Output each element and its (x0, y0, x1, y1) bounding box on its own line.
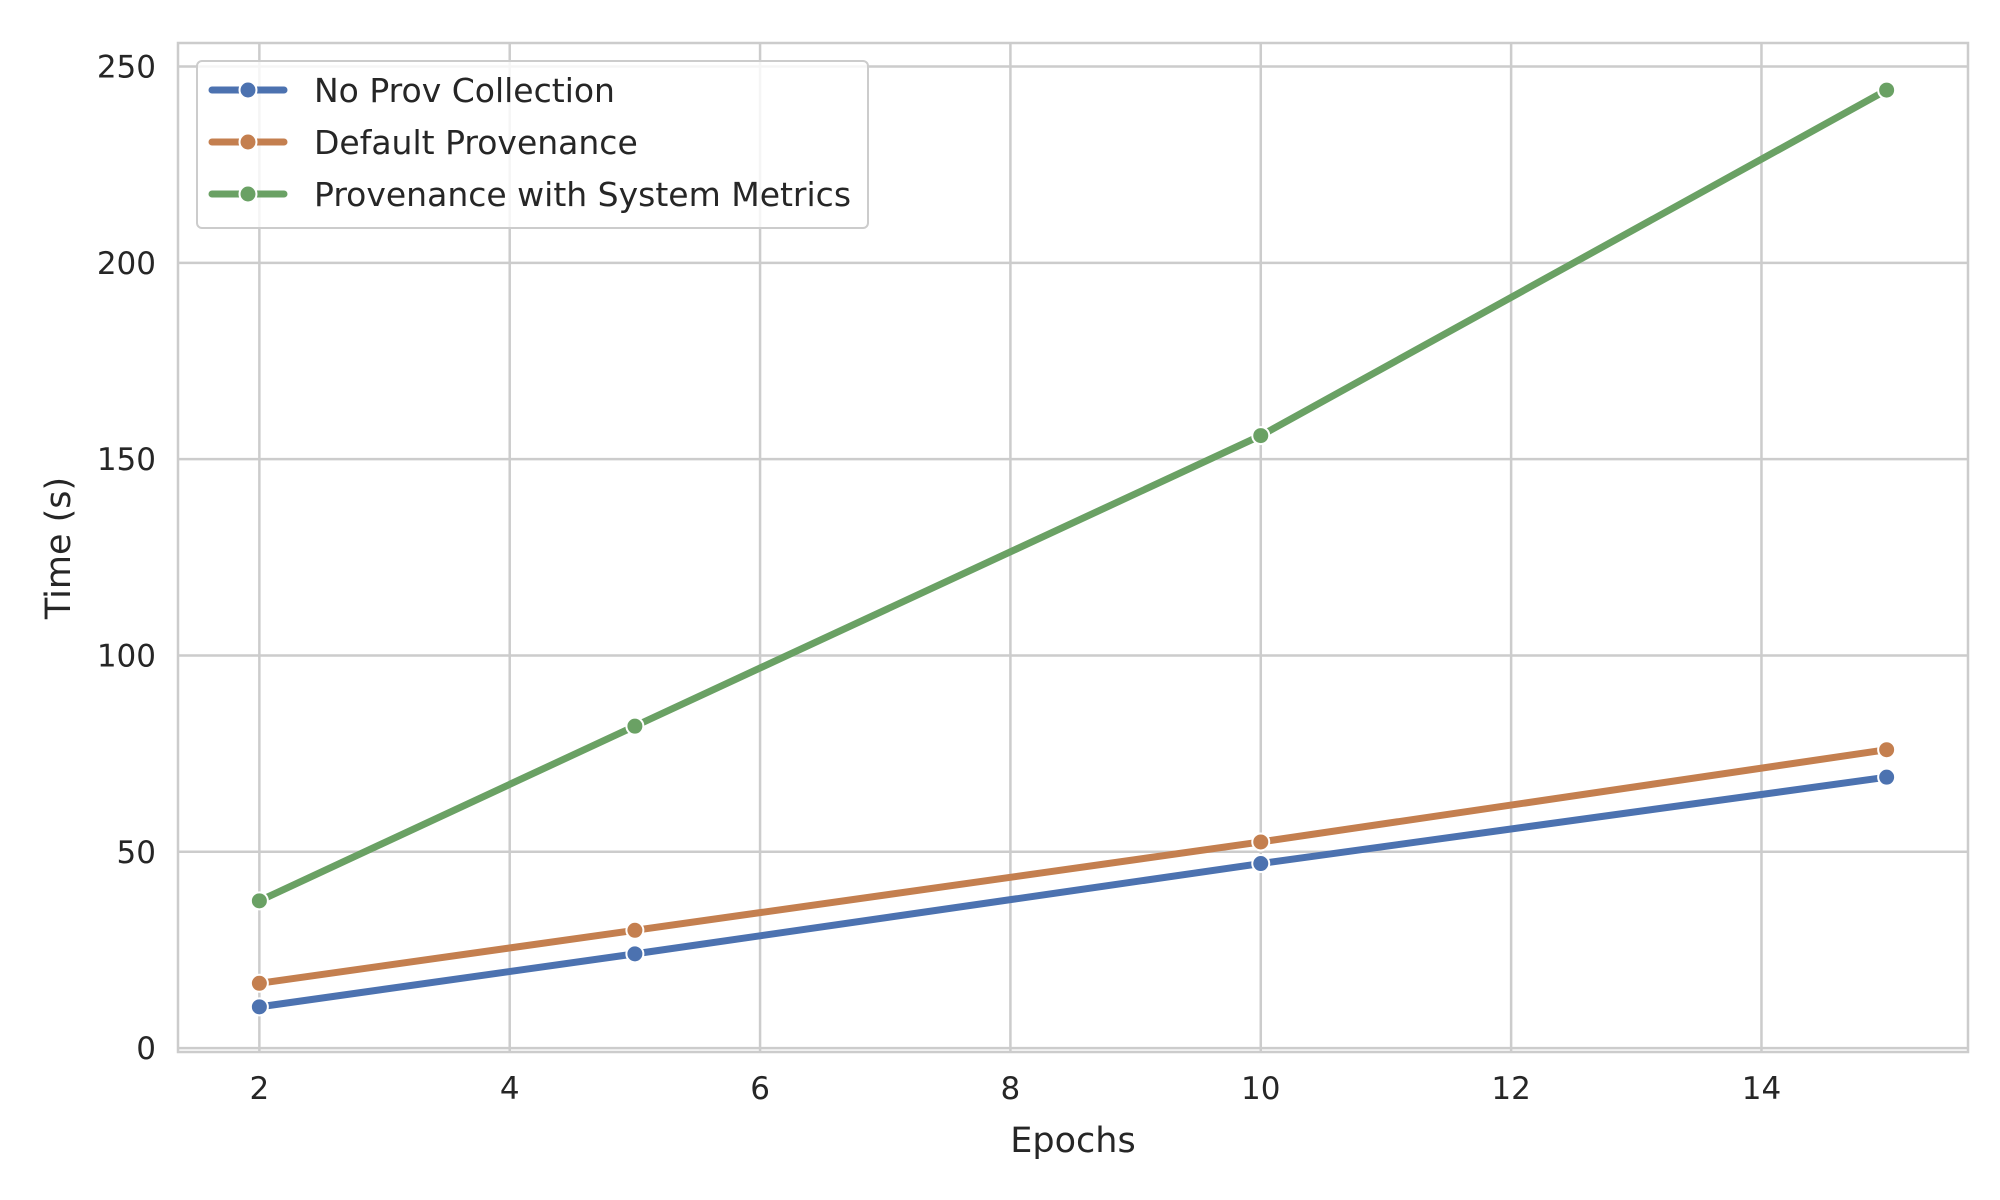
legend-marker (238, 132, 258, 152)
data-point (625, 944, 645, 964)
legend: No Prov Collection Default Provenance Prov… (196, 60, 869, 229)
legend-marker (238, 80, 258, 100)
x-axis-label: Epochs (1010, 1121, 1135, 1161)
series-line (255, 773, 1891, 1011)
legend-entry: Provenance with System Metrics (208, 175, 851, 214)
series-0 (249, 767, 1897, 1017)
y-tick-label: 150 (97, 442, 156, 478)
y-tick-label: 50 (117, 835, 156, 871)
x-tick-label: 10 (1241, 1071, 1280, 1107)
data-point (249, 891, 269, 911)
y-tick-label: 100 (97, 638, 156, 674)
data-point (625, 716, 645, 736)
y-tick-label: 0 (136, 1031, 156, 1067)
data-point (625, 920, 645, 940)
data-point (249, 973, 269, 993)
y-axis-label: Time (s) (39, 477, 79, 620)
series-layer (249, 80, 1897, 1017)
data-point (1877, 80, 1897, 100)
series-line (255, 746, 1891, 987)
x-tick-label: 14 (1742, 1071, 1781, 1107)
data-point (1877, 740, 1897, 760)
legend-entries: No Prov Collection Default Provenance Prov… (208, 71, 851, 214)
data-point (1251, 832, 1271, 852)
series-2 (249, 80, 1897, 911)
data-point (249, 997, 269, 1017)
x-tick-label: 12 (1491, 1071, 1530, 1107)
series-line (255, 86, 1891, 905)
y-tick-label: 200 (97, 246, 156, 282)
data-point (1251, 426, 1271, 446)
legend-label: No Prov Collection (314, 71, 615, 110)
data-point (1251, 854, 1271, 874)
legend-box (196, 60, 869, 229)
x-tick-label: 4 (500, 1071, 520, 1107)
series-1 (249, 740, 1897, 993)
x-tick-label: 8 (1001, 1071, 1021, 1107)
ticks-layer: 2 4 6 8 10 12 14 0 50 100 150 200 250 (97, 50, 1781, 1107)
data-point (1877, 767, 1897, 787)
legend-marker (238, 184, 258, 204)
plot-frame (176, 41, 1970, 1054)
grid-layer (178, 43, 1968, 1052)
legend-label: Default Provenance (314, 123, 638, 162)
legend-entry: No Prov Collection (208, 71, 615, 110)
legend-label: Provenance with System Metrics (314, 175, 851, 214)
x-tick-label: 2 (249, 1071, 269, 1107)
x-tick-label: 6 (750, 1071, 770, 1107)
y-tick-label: 250 (97, 50, 156, 86)
legend-entry: Default Provenance (208, 123, 638, 162)
